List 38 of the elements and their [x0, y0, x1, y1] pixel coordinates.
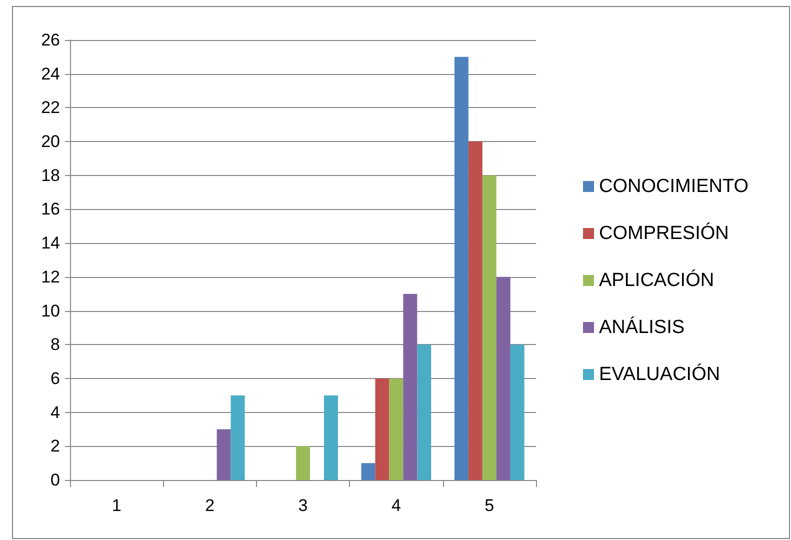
bar [417, 344, 432, 480]
y-tick-label: 14 [41, 234, 60, 253]
bar [496, 276, 510, 480]
y-tick-label: 22 [41, 98, 60, 118]
y-tick-label: 20 [41, 132, 60, 152]
x-tick-label: 5 [484, 496, 494, 515]
bar [296, 446, 310, 480]
x-tick-label: 2 [205, 496, 215, 515]
y-tick-label: 24 [41, 64, 60, 84]
legend-label: CONOCIMIENTO [599, 176, 749, 197]
bar [324, 395, 338, 480]
legend-label: APLICACIÓN [599, 269, 714, 291]
bar [454, 56, 468, 480]
legend-label: EVALUACIÓN [599, 363, 720, 385]
y-tick-label: 10 [41, 301, 60, 320]
bar [389, 378, 404, 480]
y-tick-label: 2 [50, 436, 60, 456]
y-tick-label: 16 [41, 200, 60, 219]
legend-label: COMPRESIÓN [599, 222, 729, 244]
bar [482, 175, 496, 480]
y-tick-label: 4 [50, 402, 60, 422]
legend-label: ANÁLISIS [599, 316, 685, 338]
bar [361, 463, 376, 480]
bar [510, 344, 524, 480]
bar [403, 294, 418, 480]
x-tick-label: 3 [298, 496, 308, 515]
bar [375, 378, 390, 480]
y-tick-label: 0 [50, 470, 60, 490]
bar [230, 395, 245, 480]
y-tick-label: 26 [41, 30, 60, 50]
y-tick-label: 18 [41, 166, 60, 185]
y-tick-label: 6 [50, 368, 60, 388]
bar [468, 142, 482, 480]
x-tick-label: 4 [391, 496, 401, 515]
bar [216, 429, 231, 480]
y-tick-label: 12 [41, 267, 60, 286]
x-tick-label: 1 [112, 496, 122, 515]
y-tick-label: 8 [50, 335, 60, 354]
